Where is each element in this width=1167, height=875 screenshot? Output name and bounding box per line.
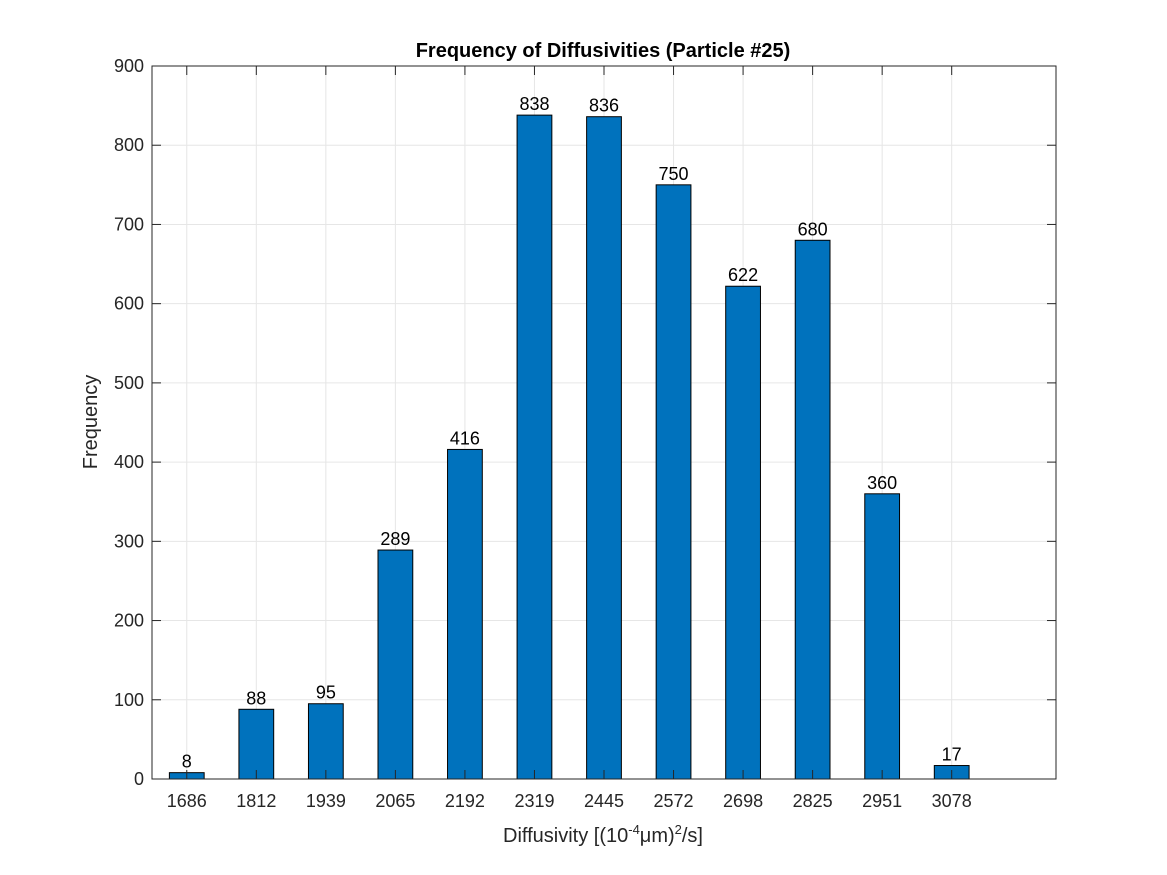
x-tick-label: 2698 (723, 791, 763, 811)
x-tick-label: 1686 (167, 791, 207, 811)
bar-2065 (377, 549, 414, 780)
bar-1939 (307, 703, 344, 780)
data-label-2065: 289 (380, 529, 410, 549)
x-tick-label: 2319 (514, 791, 554, 811)
y-tick-label: 400 (114, 452, 144, 472)
ticks: 0 100 200 300 400 500 600 700 800 900 1686 1812 1939… (114, 56, 1056, 811)
y-tick-label: 500 (114, 373, 144, 393)
x-axis-label-prefix: Diffusivity [(10 (503, 825, 628, 847)
data-label-3078: 17 (942, 745, 962, 765)
bar-2698 (725, 285, 761, 780)
bar-2192 (447, 448, 483, 780)
x-tick-label: 1939 (306, 791, 346, 811)
bar-2445 (586, 116, 622, 780)
x-axis-label-exponent: -4 (628, 822, 640, 837)
bar-2319 (516, 114, 553, 780)
data-label-2951: 360 (867, 473, 897, 493)
data-label-2445: 836 (589, 96, 619, 116)
x-tick-label: 2951 (862, 791, 902, 811)
y-tick-label: 300 (114, 531, 144, 551)
bar-1812 (238, 708, 275, 780)
x-axis-label-middle: μm) (640, 825, 675, 847)
data-label-1812: 88 (246, 688, 266, 708)
y-tick-label: 600 (114, 294, 144, 314)
x-axis-label-exponent2: 2 (675, 822, 682, 837)
data-label-1939: 95 (316, 683, 336, 703)
data-label-2825: 680 (798, 219, 828, 239)
data-label-2698: 622 (728, 265, 758, 285)
data-label-1686: 8 (182, 752, 192, 772)
bar-2825 (794, 239, 831, 780)
y-tick-label: 700 (114, 214, 144, 234)
x-tick-label: 2825 (793, 791, 833, 811)
y-axis-label: Frequency (80, 375, 102, 470)
x-axis-label: Diffusivity [(10-4μm)2/s] (503, 822, 703, 847)
x-tick-label: 1812 (236, 791, 276, 811)
x-axis-label-suffix: /s] (682, 825, 703, 847)
bar-2572 (655, 184, 692, 780)
chart-title: Frequency of Diffusivities (Particle #25… (416, 40, 791, 62)
y-tick-label: 900 (114, 56, 144, 76)
y-tick-label: 100 (114, 690, 144, 710)
x-tick-label: 3078 (932, 791, 972, 811)
x-tick-label: 2192 (445, 791, 485, 811)
y-tick-label: 200 (114, 611, 144, 631)
data-label-2572: 750 (659, 164, 689, 184)
bars (168, 114, 970, 780)
y-tick-label: 800 (114, 135, 144, 155)
x-tick-label: 2065 (375, 791, 415, 811)
bar-2951 (864, 493, 901, 780)
data-label-2319: 838 (519, 94, 549, 114)
x-tick-label: 2572 (654, 791, 694, 811)
x-tick-label: 2445 (584, 791, 624, 811)
y-tick-label: 0 (134, 769, 144, 789)
data-label-2192: 416 (450, 428, 480, 448)
